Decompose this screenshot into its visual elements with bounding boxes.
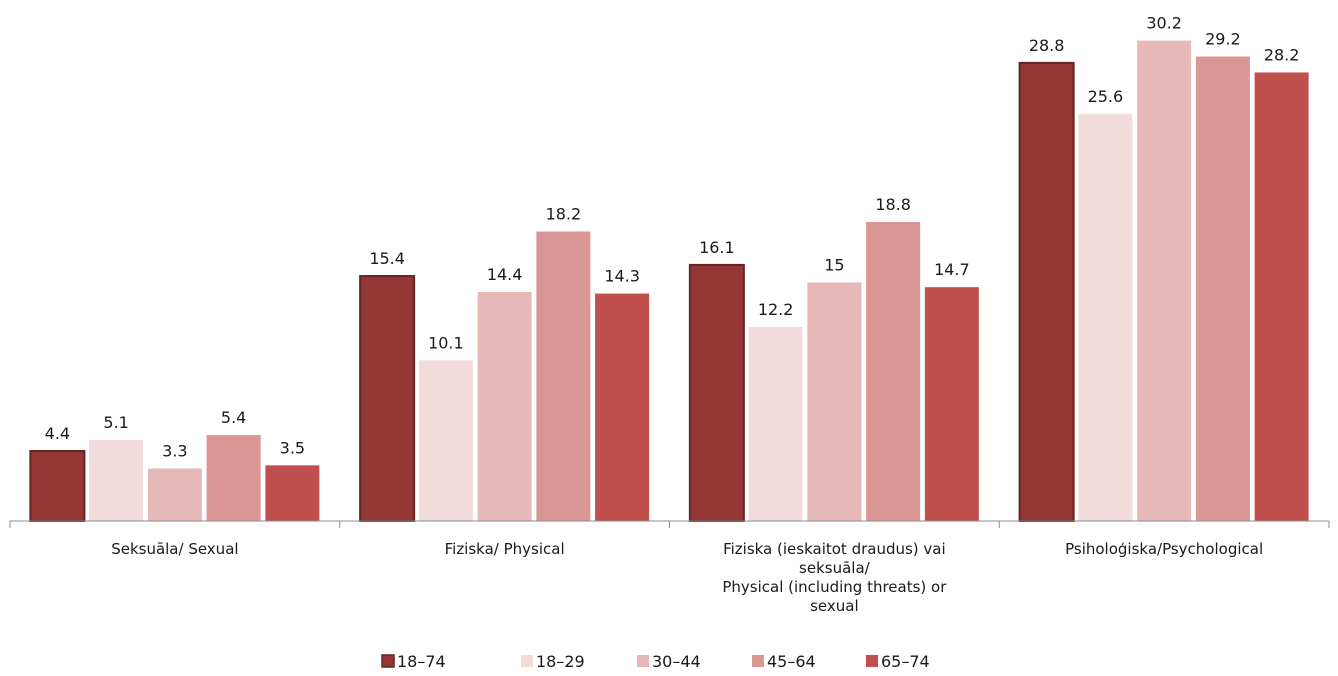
data-label: 5.4 bbox=[221, 408, 246, 427]
data-label: 18.8 bbox=[875, 195, 911, 214]
data-label: 25.6 bbox=[1088, 87, 1124, 106]
legend-label: 18–29 bbox=[536, 652, 585, 671]
x-tick-label: Physical (including threats) or bbox=[722, 578, 947, 596]
bar-18–29-0 bbox=[89, 439, 144, 521]
bar-18–29-1 bbox=[418, 360, 473, 521]
bar-45–64-2 bbox=[866, 221, 921, 521]
data-label: 10.1 bbox=[428, 333, 464, 352]
data-label: 15.4 bbox=[369, 249, 405, 268]
data-label: 12.2 bbox=[758, 300, 794, 319]
bar-18–29-2 bbox=[748, 326, 803, 521]
data-label: 15 bbox=[824, 255, 844, 274]
bar-65–74-3 bbox=[1254, 72, 1309, 521]
data-label: 3.3 bbox=[162, 442, 187, 461]
legend-swatch-65–74 bbox=[866, 655, 878, 667]
bar-18–74-0 bbox=[29, 450, 86, 523]
data-label: 14.3 bbox=[604, 267, 640, 286]
legend-label: 45–64 bbox=[767, 652, 816, 671]
bar-18–74-2 bbox=[688, 263, 745, 522]
data-label: 28.8 bbox=[1029, 36, 1065, 55]
bar-30–44-0 bbox=[147, 468, 202, 521]
bar-45–64-1 bbox=[536, 231, 591, 521]
bar-18–29-3 bbox=[1078, 113, 1133, 522]
legend-swatch-18–74 bbox=[381, 654, 395, 668]
legend-label: 18–74 bbox=[397, 652, 446, 671]
bar-30–44-1 bbox=[477, 291, 532, 521]
legend-label: 65–74 bbox=[881, 652, 930, 671]
data-label: 29.2 bbox=[1205, 30, 1241, 49]
data-label: 3.5 bbox=[280, 438, 305, 457]
data-label: 14.4 bbox=[487, 265, 523, 284]
legend-swatch-18–29 bbox=[521, 655, 533, 667]
data-label: 28.2 bbox=[1264, 45, 1300, 64]
x-tick-label: sexual bbox=[810, 597, 859, 615]
data-label: 4.4 bbox=[45, 424, 70, 443]
x-tick-label: Psiholoģiska/Psychological bbox=[1065, 540, 1263, 558]
data-label: 16.1 bbox=[699, 238, 735, 257]
x-tick-label: Fiziska/ Physical bbox=[445, 540, 565, 558]
data-label: 5.1 bbox=[103, 413, 128, 432]
data-label: 14.7 bbox=[934, 260, 970, 279]
legend-swatch-45–64 bbox=[752, 655, 764, 667]
bar-18–74-1 bbox=[359, 275, 416, 523]
bar-65–74-2 bbox=[924, 287, 979, 521]
bar-30–44-3 bbox=[1137, 40, 1192, 521]
data-label: 30.2 bbox=[1146, 14, 1182, 33]
legend-swatch-30–44 bbox=[637, 655, 649, 667]
bar-45–64-3 bbox=[1195, 56, 1250, 521]
legend-label: 30–44 bbox=[652, 652, 701, 671]
data-label: 18.2 bbox=[546, 205, 582, 224]
x-tick-label: seksuāla/ bbox=[799, 559, 871, 577]
bar-18–74-3 bbox=[1018, 61, 1075, 523]
bar-30–44-2 bbox=[807, 282, 862, 521]
bar-65–74-0 bbox=[265, 465, 320, 521]
bar-65–74-1 bbox=[595, 293, 650, 521]
bar-45–64-0 bbox=[206, 435, 261, 521]
x-tick-label: Fiziska (ieskaitot draudus) vai bbox=[723, 540, 946, 558]
x-tick-label: Seksuāla/ Sexual bbox=[111, 540, 238, 558]
